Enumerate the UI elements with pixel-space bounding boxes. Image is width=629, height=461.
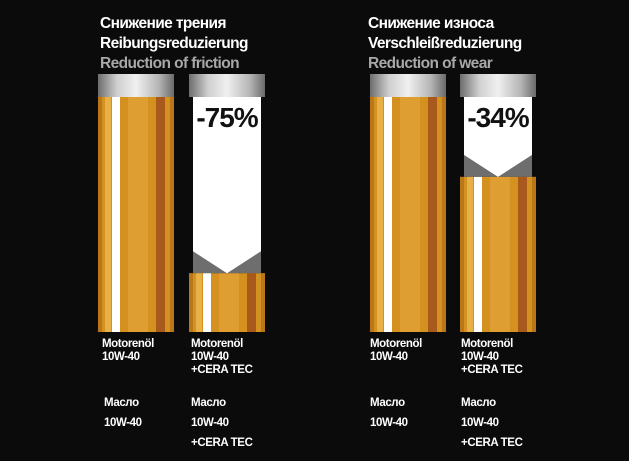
wear-bar-ceratec-hl-left <box>467 176 473 332</box>
wear-cat1-de: Motorenöl 10W-40 <box>370 338 422 363</box>
wear-bar-ceratec-edge-left <box>460 176 464 332</box>
wear-cat2-de: Motorenöl 10W-40 +CERA TEC <box>461 338 523 376</box>
friction-title-block: Снижение трения Reibungsreduzierung Redu… <box>100 14 249 74</box>
friction-bar-oil-stripe <box>112 97 120 332</box>
friction-bar-oil-hl-mid <box>128 97 148 332</box>
wear-bar-ceratec-stripe <box>474 176 482 332</box>
wear-title-ru: Снижение износа <box>368 15 494 32</box>
friction-bar-ceratec-hl-left <box>196 273 202 332</box>
friction-bar-oil-cap <box>98 74 174 97</box>
friction-bar-ceratec-arrow-shadow <box>193 251 261 274</box>
friction-bar-ceratec-shade <box>247 273 256 332</box>
friction-bar-ceratec-arrow-tip <box>193 251 261 274</box>
wear-bar-oil-edge-left <box>370 97 374 332</box>
wear-bar-ceratec-cap <box>460 74 536 97</box>
friction-bar-ceratec-empty <box>193 97 261 274</box>
friction-cat1-de: Motorenöl 10W-40 <box>102 338 154 363</box>
friction-cat1-ru: Масло 10W-40 <box>104 397 142 429</box>
wear-cat1-ru: Масло 10W-40 <box>370 397 408 429</box>
wear-bar-ceratec-arrow-shadow <box>464 154 532 177</box>
wear-reduction-label: -34% <box>467 102 529 133</box>
wear-bar-oil-hl-mid <box>400 97 420 332</box>
friction-bar-oil-hl-left <box>105 97 111 332</box>
wear-bar-ceratec-shade <box>518 176 527 332</box>
wear-title-block: Снижение износа Verschleißreduzierung Re… <box>368 14 522 74</box>
wear-bar-oil-stripe <box>384 97 392 332</box>
wear-bar-ceratec-hl-mid <box>490 176 510 332</box>
wear-title-de: Verschleißreduzierung <box>368 35 522 52</box>
friction-reduction-label: -75% <box>196 102 258 133</box>
wear-bar-oil-cap <box>370 74 446 97</box>
wear-panel: Снижение износа Verschleißreduzierung Re… <box>270 0 570 461</box>
friction-cat2-de: Motorenöl 10W-40 +CERA TEC <box>191 338 253 376</box>
wear-bar-ceratec-arrow-tip <box>464 154 532 177</box>
wear-title-en: Reduction of wear <box>368 55 493 72</box>
friction-bar-ceratec-edge-right <box>261 273 265 332</box>
friction-title-en: Reduction of friction <box>100 55 240 72</box>
wear-bar-oil-edge-right <box>442 97 446 332</box>
friction-bar-oil-edge-left <box>98 97 102 332</box>
friction-title-ru: Снижение трения <box>100 15 227 32</box>
friction-bar-ceratec-edge-left <box>189 273 193 332</box>
friction-bar-ceratec-hl-mid <box>219 273 239 332</box>
friction-bar-ceratec-cap <box>189 74 265 97</box>
friction-bar-oil-edge-right <box>170 97 174 332</box>
wear-bar-ceratec-edge-right <box>532 176 536 332</box>
wear-bar-oil-hl-left <box>377 97 383 332</box>
friction-bar-oil-shade <box>156 97 165 332</box>
wear-cat2-ru: Масло 10W-40 +CERA TEC <box>461 397 523 449</box>
friction-bar-ceratec-stripe <box>203 273 211 332</box>
friction-cat2-ru: Масло 10W-40 +CERA TEC <box>191 397 253 449</box>
wear-bar-oil-shade <box>428 97 437 332</box>
friction-title-de: Reibungsreduzierung <box>100 35 249 52</box>
friction-panel: Снижение трения Reibungsreduzierung Redu… <box>0 0 300 461</box>
